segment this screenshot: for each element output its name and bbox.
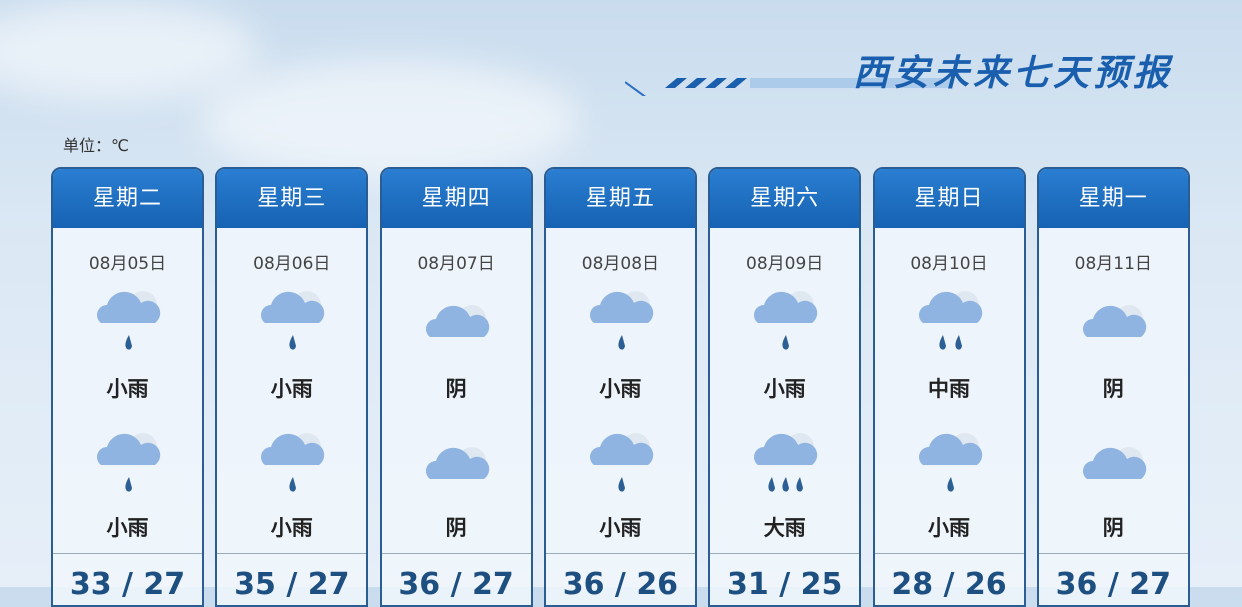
day-weather-label: 小雨 xyxy=(763,377,806,401)
temperature-range: 33 / 27 xyxy=(69,567,186,602)
day-weather-icon xyxy=(748,285,824,355)
divider xyxy=(1038,553,1188,554)
date-label: 08月09日 xyxy=(746,254,824,274)
date-label: 08月05日 xyxy=(88,254,167,274)
day-card: 星期四 08月07日 阴 阴 36 / 27 xyxy=(379,167,533,607)
weekday-header: 星期二 xyxy=(53,169,202,228)
day-weather-icon xyxy=(420,285,496,355)
night-weather-label: 阴 xyxy=(1102,516,1124,540)
temperature-range: 35 / 27 xyxy=(234,567,350,602)
day-card: 星期五 08月08日 小雨 小雨 36 / 26 xyxy=(543,167,697,607)
day-weather-icon xyxy=(913,285,989,355)
divider xyxy=(545,553,695,554)
date-label: 08月07日 xyxy=(417,254,495,274)
day-weather-label: 中雨 xyxy=(928,377,970,401)
divider xyxy=(710,553,860,554)
night-weather-label: 小雨 xyxy=(928,516,970,540)
day-card: 星期一 08月11日 阴 阴 36 / 27 xyxy=(1036,167,1190,607)
day-weather-label: 阴 xyxy=(1102,377,1124,401)
date-label: 08月11日 xyxy=(1074,254,1152,274)
day-weather-icon xyxy=(1077,285,1153,355)
day-card: 星期三 08月06日 小雨 小雨 35 / 27 xyxy=(215,167,369,607)
weekday-header: 星期六 xyxy=(710,169,860,228)
divider xyxy=(53,553,202,554)
divider xyxy=(874,553,1024,554)
night-weather-label: 小雨 xyxy=(270,516,313,540)
temperature-range: 36 / 27 xyxy=(1055,567,1171,602)
day-weather-icon xyxy=(255,285,331,355)
temperature-range: 36 / 26 xyxy=(562,567,679,602)
day-card: 星期六 08月09日 小雨 大雨 31 / 25 xyxy=(708,167,862,607)
day-weather-icon xyxy=(91,285,167,355)
night-weather-label: 阴 xyxy=(445,516,467,540)
night-weather-label: 小雨 xyxy=(106,516,149,540)
day-weather-label: 小雨 xyxy=(599,377,642,401)
background-cloud xyxy=(200,60,580,180)
weekday-header: 星期五 xyxy=(545,169,695,228)
weekday-header: 星期三 xyxy=(217,169,367,228)
day-card: 星期二 08月05日 小雨 小雨 33 / 27 xyxy=(51,167,204,607)
day-weather-icon xyxy=(584,285,660,355)
weekday-header: 星期四 xyxy=(381,169,531,228)
night-weather-icon xyxy=(420,427,496,497)
date-label: 08月08日 xyxy=(581,254,660,274)
background-cloud xyxy=(0,0,260,100)
weekday-header: 星期一 xyxy=(1038,169,1188,228)
divider xyxy=(217,553,367,554)
night-weather-icon xyxy=(748,427,824,497)
night-weather-icon xyxy=(913,427,989,497)
title-banner: 西安未来七天预报 xyxy=(625,40,1225,105)
date-label: 08月10日 xyxy=(910,254,988,274)
weekday-header: 星期日 xyxy=(874,169,1024,228)
day-weather-label: 小雨 xyxy=(270,377,313,401)
title-decoration xyxy=(625,78,950,96)
unit-label: 单位：℃ xyxy=(63,136,129,155)
night-weather-icon xyxy=(584,427,660,497)
temperature-range: 28 / 26 xyxy=(891,567,1007,602)
night-weather-label: 大雨 xyxy=(763,516,806,540)
night-weather-icon xyxy=(1077,427,1153,497)
day-card: 星期日 08月10日 中雨 小雨 28 / 26 xyxy=(872,167,1026,607)
page-title: 西安未来七天预报 xyxy=(852,53,1173,94)
day-weather-label: 阴 xyxy=(445,377,467,401)
temperature-range: 36 / 27 xyxy=(398,567,514,602)
temperature-range: 31 / 25 xyxy=(727,567,843,602)
night-weather-icon xyxy=(91,427,167,497)
night-weather-label: 小雨 xyxy=(599,516,642,540)
night-weather-icon xyxy=(255,427,331,497)
divider xyxy=(381,553,531,554)
date-label: 08月06日 xyxy=(253,254,331,274)
day-weather-label: 小雨 xyxy=(106,377,149,401)
